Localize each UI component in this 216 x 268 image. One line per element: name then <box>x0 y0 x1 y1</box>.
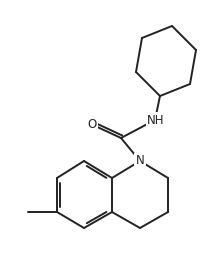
Text: O: O <box>87 118 97 132</box>
Text: N: N <box>136 154 144 168</box>
Text: NH: NH <box>147 114 165 126</box>
